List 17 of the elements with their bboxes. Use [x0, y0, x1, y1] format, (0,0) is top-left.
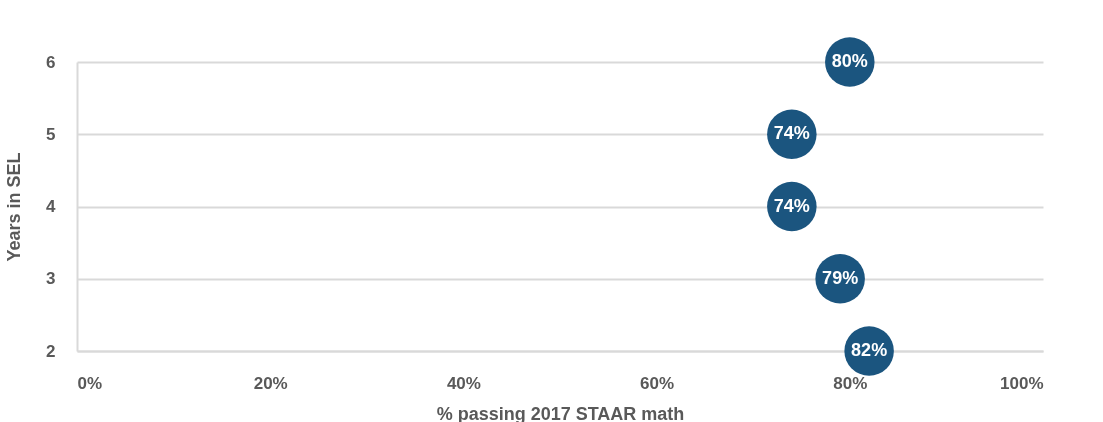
- x-tick-label: 60%: [640, 373, 675, 393]
- data-label: 74%: [773, 195, 810, 216]
- data-label: 79%: [822, 267, 859, 288]
- x-tick-label: 0%: [77, 373, 103, 393]
- x-tick-label: 40%: [446, 373, 481, 393]
- x-tick-label: 100%: [1000, 373, 1044, 393]
- y-tick-label: 2: [46, 341, 56, 361]
- data-label: 74%: [773, 123, 810, 144]
- y-tick-label: 4: [46, 197, 57, 216]
- x-tick-label: 80%: [833, 373, 868, 393]
- data-label: 82%: [851, 340, 888, 360]
- y-axis-title: Years in SEL: [4, 152, 25, 262]
- y-tick-label: 6: [46, 52, 56, 72]
- y-tick-label: 5: [46, 124, 56, 144]
- y-tick-label: 3: [46, 269, 56, 289]
- data-label: 80%: [831, 51, 868, 71]
- x-tick-label: 20%: [253, 373, 288, 393]
